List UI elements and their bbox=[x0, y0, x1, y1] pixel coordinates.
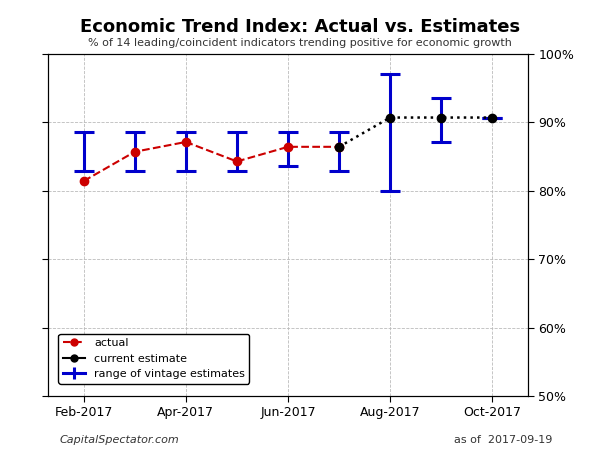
actual bbox=[284, 144, 292, 149]
Text: as of  2017-09-19: as of 2017-09-19 bbox=[454, 435, 552, 445]
Text: % of 14 leading/coincident indicators trending positive for economic growth: % of 14 leading/coincident indicators tr… bbox=[88, 38, 512, 48]
actual bbox=[80, 178, 88, 184]
Line: actual: actual bbox=[80, 138, 343, 185]
current estimate bbox=[488, 115, 496, 120]
current estimate bbox=[335, 144, 343, 149]
Text: CapitalSpectator.com: CapitalSpectator.com bbox=[60, 435, 180, 445]
actual bbox=[233, 159, 241, 164]
Text: Economic Trend Index: Actual vs. Estimates: Economic Trend Index: Actual vs. Estimat… bbox=[80, 18, 520, 36]
current estimate bbox=[386, 115, 394, 120]
actual bbox=[182, 139, 190, 144]
current estimate bbox=[437, 115, 445, 120]
actual bbox=[131, 149, 139, 154]
Line: current estimate: current estimate bbox=[335, 113, 496, 151]
actual bbox=[335, 144, 343, 149]
Legend: actual, current estimate, range of vintage estimates: actual, current estimate, range of vinta… bbox=[58, 333, 249, 383]
